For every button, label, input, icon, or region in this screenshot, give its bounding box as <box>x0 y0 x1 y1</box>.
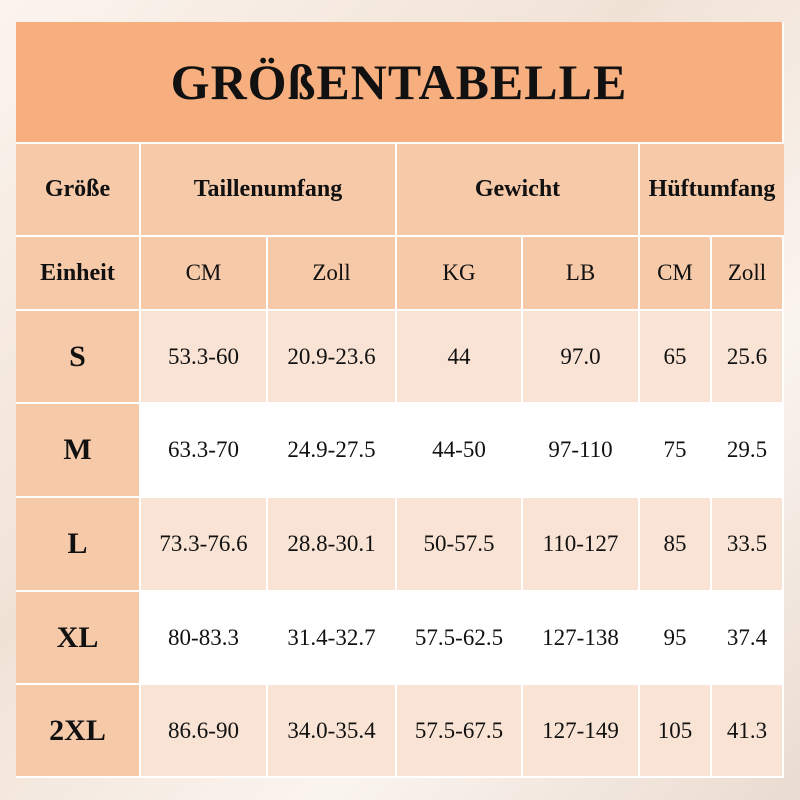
size-cell: L <box>16 498 141 592</box>
size-cell: 2XL <box>16 685 141 778</box>
value-cell: 80-83.3 <box>141 592 268 685</box>
size-chart-table: GRÖßENTABELLE Größe Taillenumfang Gewich… <box>16 22 784 778</box>
header-hip: Hüftumfang <box>640 144 784 237</box>
value-cell: 97-110 <box>523 404 640 498</box>
unit-cell: KG <box>397 237 523 311</box>
value-cell: 95 <box>640 592 712 685</box>
value-cell: 34.0-35.4 <box>268 685 397 778</box>
value-cell: 24.9-27.5 <box>268 404 397 498</box>
value-cell: 97.0 <box>523 311 640 404</box>
value-cell: 44-50 <box>397 404 523 498</box>
value-cell: 86.6-90 <box>141 685 268 778</box>
value-cell: 105 <box>640 685 712 778</box>
value-cell: 31.4-32.7 <box>268 592 397 685</box>
size-cell: M <box>16 404 141 498</box>
value-cell: 65 <box>640 311 712 404</box>
value-cell: 127-138 <box>523 592 640 685</box>
value-cell: 75 <box>640 404 712 498</box>
header-size: Größe <box>16 144 141 237</box>
value-cell: 44 <box>397 311 523 404</box>
unit-cell: CM <box>640 237 712 311</box>
value-cell: 73.3-76.6 <box>141 498 268 592</box>
value-cell: 85 <box>640 498 712 592</box>
value-cell: 25.6 <box>712 311 784 404</box>
unit-cell: CM <box>141 237 268 311</box>
unit-label: Einheit <box>16 237 141 311</box>
unit-cell: Zoll <box>712 237 784 311</box>
header-weight: Gewicht <box>397 144 640 237</box>
value-cell: 20.9-23.6 <box>268 311 397 404</box>
value-cell: 57.5-67.5 <box>397 685 523 778</box>
value-cell: 33.5 <box>712 498 784 592</box>
value-cell: 57.5-62.5 <box>397 592 523 685</box>
unit-cell: Zoll <box>268 237 397 311</box>
value-cell: 50-57.5 <box>397 498 523 592</box>
value-cell: 53.3-60 <box>141 311 268 404</box>
value-cell: 37.4 <box>712 592 784 685</box>
unit-cell: LB <box>523 237 640 311</box>
value-cell: 127-149 <box>523 685 640 778</box>
size-cell: XL <box>16 592 141 685</box>
value-cell: 110-127 <box>523 498 640 592</box>
size-cell: S <box>16 311 141 404</box>
value-cell: 63.3-70 <box>141 404 268 498</box>
header-waist: Taillenumfang <box>141 144 397 237</box>
table-title: GRÖßENTABELLE <box>16 22 784 144</box>
value-cell: 29.5 <box>712 404 784 498</box>
value-cell: 41.3 <box>712 685 784 778</box>
value-cell: 28.8-30.1 <box>268 498 397 592</box>
